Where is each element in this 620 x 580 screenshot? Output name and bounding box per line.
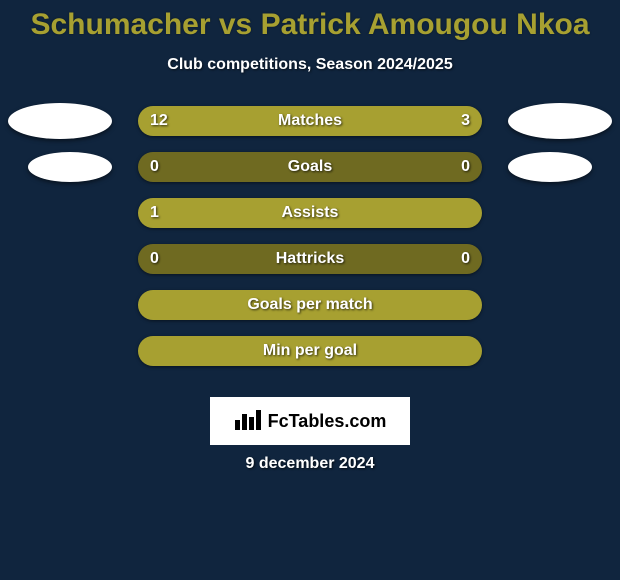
stat-row: 1Assists (0, 198, 620, 228)
stat-row: Goals per match (0, 290, 620, 320)
stat-label: Matches (138, 106, 482, 136)
stat-label: Min per goal (138, 336, 482, 366)
stat-row: 00Goals (0, 152, 620, 182)
comparison-chart: 123Matches 00Goals 1Assists 00Hattricks Goal… (0, 106, 620, 366)
stat-row: Min per goal (0, 336, 620, 366)
footer-date: 9 december 2024 (0, 455, 620, 473)
comparison-title: Schumacher vs Patrick Amougou Nkoa (0, 0, 620, 42)
brand-text: FcTables.com (268, 411, 387, 432)
stat-row: 00Hattricks (0, 244, 620, 274)
brand-bars-icon (234, 408, 262, 435)
stat-row: 123Matches (0, 106, 620, 136)
stat-label: Hattricks (138, 244, 482, 274)
player-right-avatar (508, 152, 592, 182)
brand-badge[interactable]: FcTables.com (210, 397, 410, 445)
stat-label: Goals per match (138, 290, 482, 320)
player-left-avatar (28, 152, 112, 182)
stat-label: Goals (138, 152, 482, 182)
player-right-avatar (508, 103, 612, 139)
comparison-subtitle: Club competitions, Season 2024/2025 (0, 56, 620, 74)
stat-label: Assists (138, 198, 482, 228)
player-left-avatar (8, 103, 112, 139)
